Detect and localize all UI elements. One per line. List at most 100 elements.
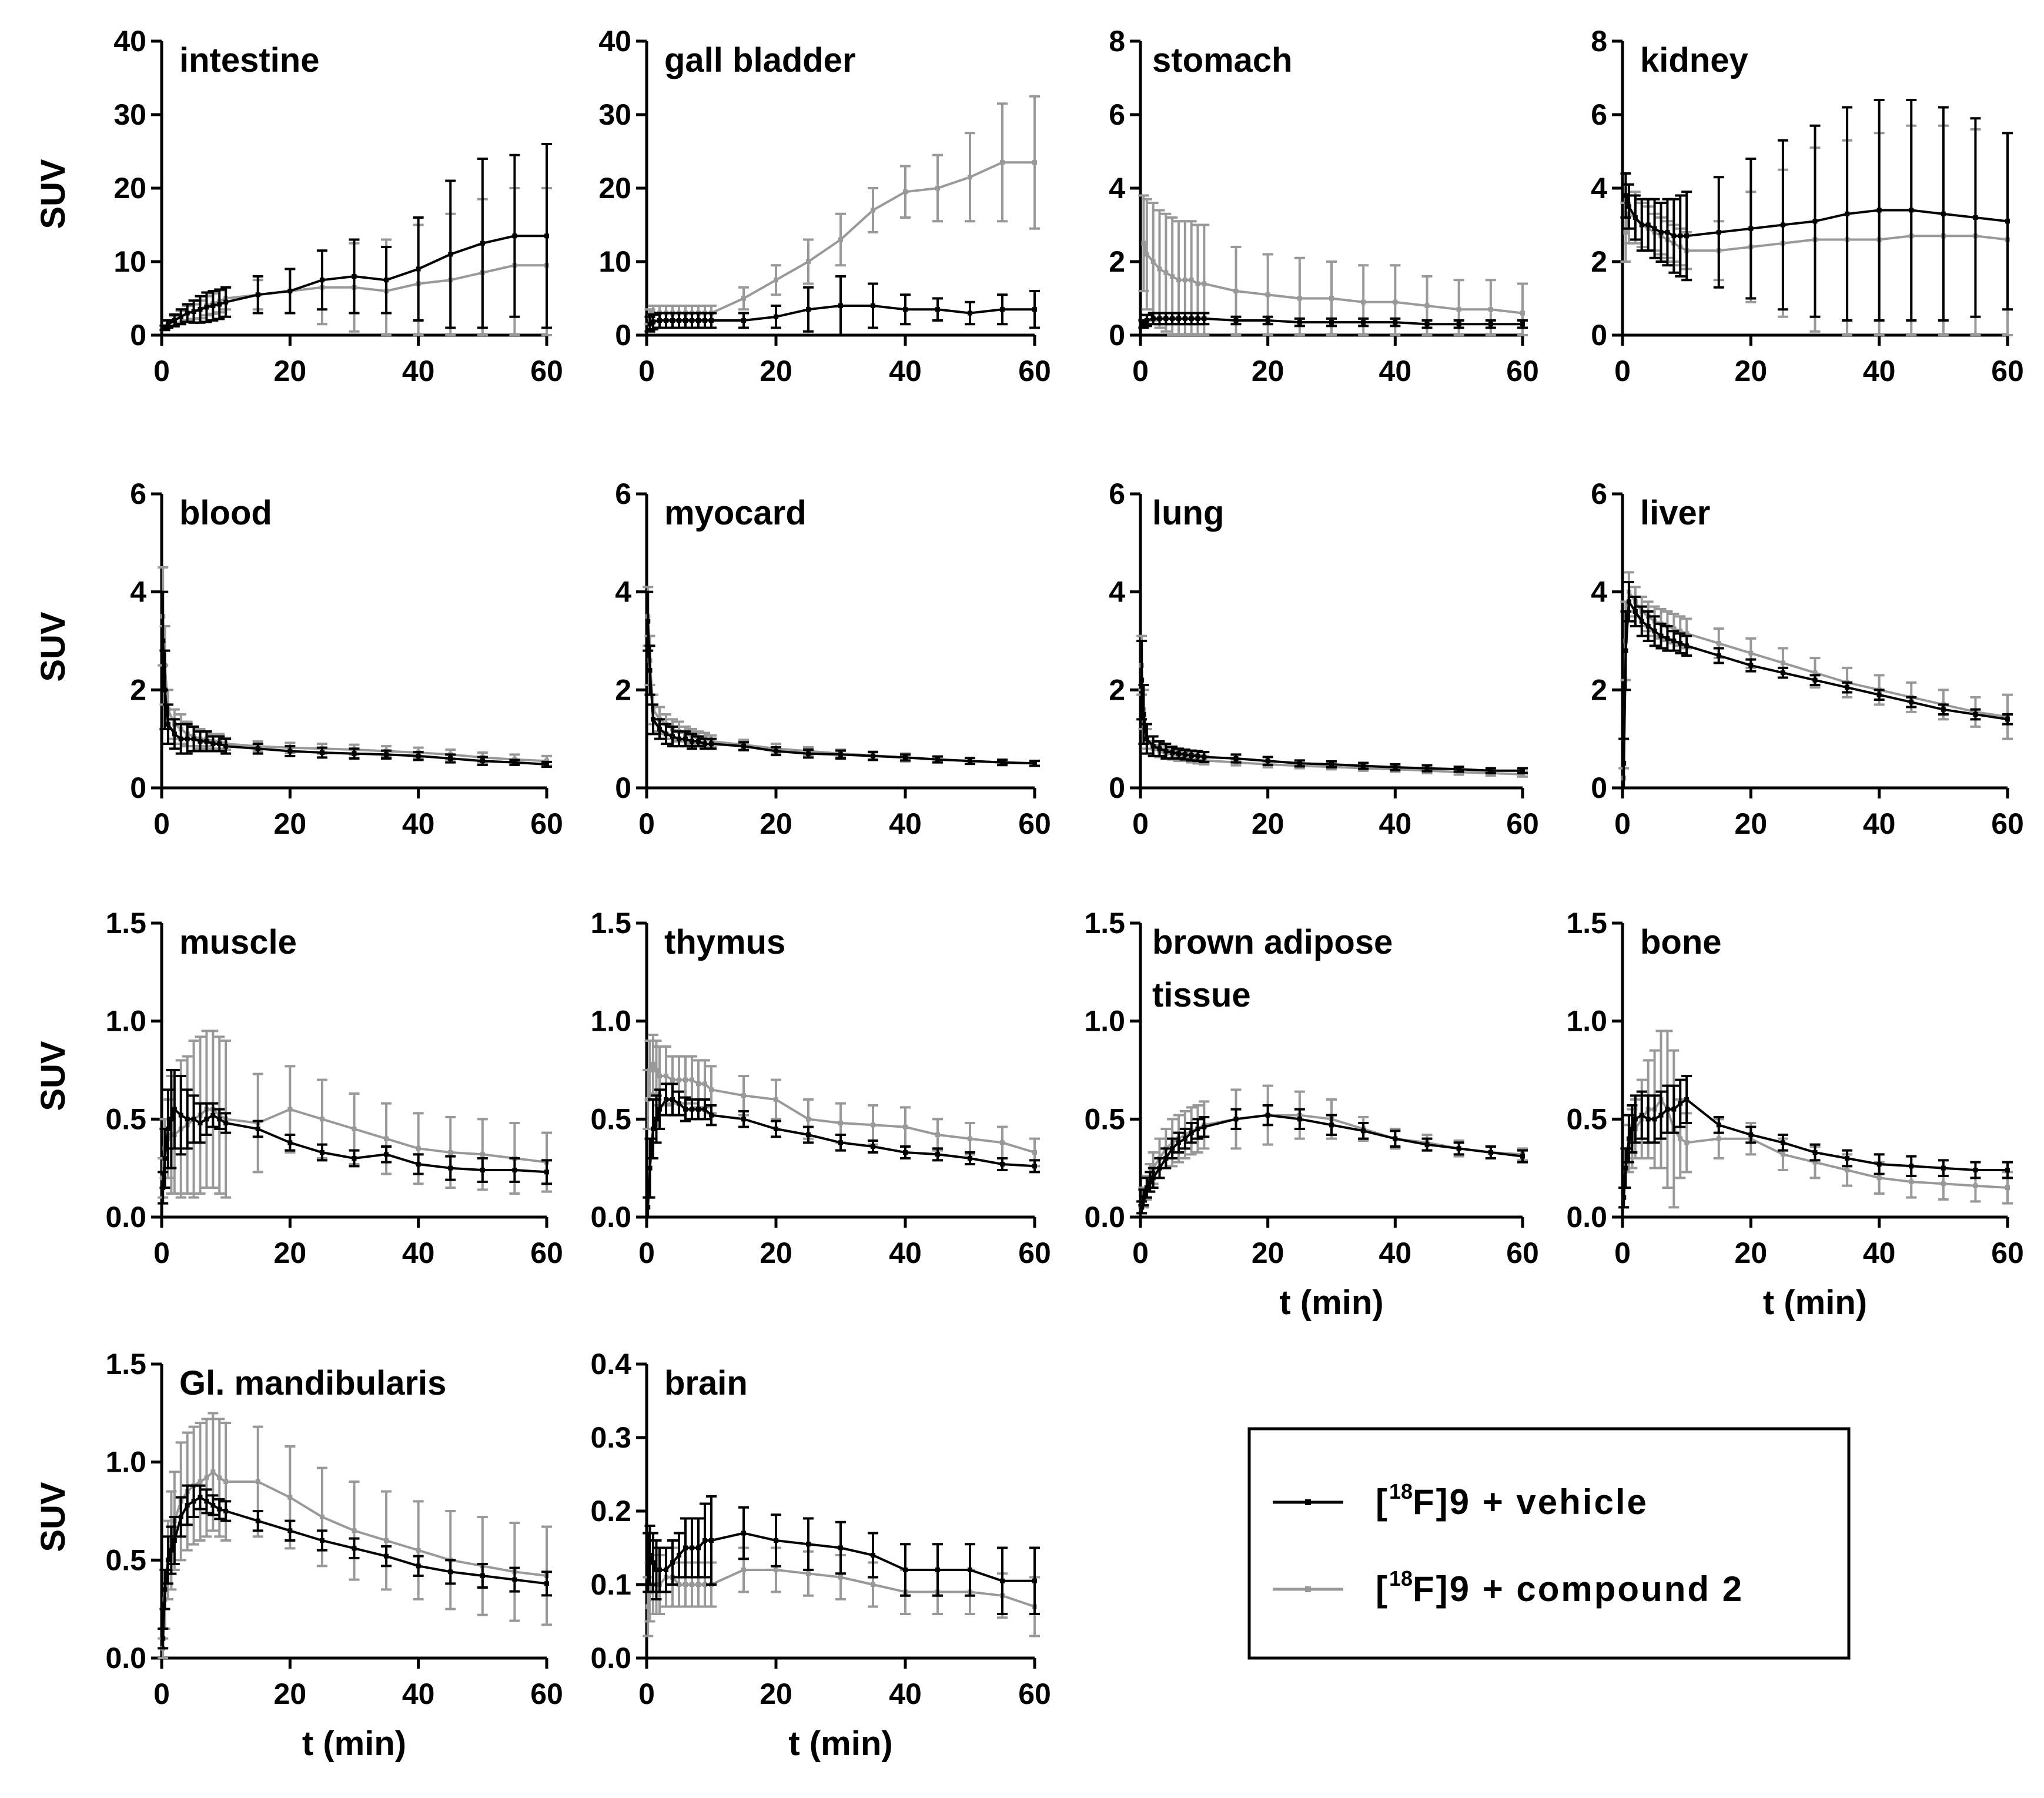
data-point <box>1456 767 1461 772</box>
data-point <box>448 1150 453 1155</box>
data-point <box>1716 1122 1721 1128</box>
x-tick-label: 0 <box>1614 355 1631 387</box>
data-point <box>670 318 675 323</box>
data-point <box>741 1093 746 1098</box>
data-point <box>651 717 655 722</box>
data-point <box>1141 240 1146 246</box>
data-point <box>774 1538 778 1543</box>
y-axis-title: SUV <box>34 1482 72 1552</box>
y-tick-label: 0 <box>130 771 146 804</box>
data-point <box>1150 744 1156 749</box>
y-tick-label: 1.0 <box>105 1005 146 1038</box>
data-point <box>654 1568 659 1572</box>
data-point <box>1665 636 1670 641</box>
data-point <box>1000 1162 1005 1167</box>
data-point <box>1652 226 1657 231</box>
panel-title: liver <box>1640 494 1710 532</box>
data-point <box>512 1168 517 1172</box>
data-point <box>352 1546 357 1551</box>
data-point <box>664 1097 668 1102</box>
data-point <box>935 1152 940 1157</box>
series-vehicle <box>1618 1075 2013 1209</box>
data-point <box>968 175 972 180</box>
data-point <box>1684 631 1690 636</box>
data-point <box>647 668 653 673</box>
data-point <box>1329 320 1334 325</box>
series-vehicle <box>158 590 552 768</box>
data-point <box>871 303 875 308</box>
data-point <box>647 322 653 327</box>
data-point <box>1233 1117 1239 1122</box>
data-point <box>1393 299 1398 305</box>
data-point <box>1488 1150 1493 1155</box>
y-tick-label: 1.5 <box>105 907 146 940</box>
data-point <box>709 1112 714 1118</box>
x-tick-label: 40 <box>402 355 435 387</box>
x-tick-label: 40 <box>889 1236 922 1269</box>
y-tick-label: 6 <box>130 477 146 510</box>
data-point <box>178 1112 183 1118</box>
data-point <box>1265 318 1270 323</box>
x-tick-label: 40 <box>402 807 435 840</box>
x-tick-label: 60 <box>1991 355 2024 387</box>
data-point <box>1170 1146 1175 1151</box>
y-tick-label: 1.0 <box>105 1446 146 1479</box>
data-point <box>690 1545 694 1550</box>
data-point <box>1632 215 1638 220</box>
data-point <box>1032 1164 1037 1169</box>
data-point <box>651 319 655 325</box>
data-point <box>1000 1578 1005 1583</box>
data-point <box>709 1538 714 1543</box>
data-point <box>774 1568 778 1572</box>
data-point <box>690 318 694 323</box>
y-tick-label: 0 <box>615 771 631 804</box>
data-point <box>223 744 229 749</box>
data-point <box>677 318 681 323</box>
data-point <box>645 1205 651 1210</box>
data-point <box>1678 629 1683 634</box>
legend-entry: [18F]9 + vehicle <box>1273 1479 1647 1522</box>
data-point <box>806 259 811 264</box>
data-point <box>1658 633 1664 639</box>
data-point <box>160 1636 166 1641</box>
data-point <box>1812 670 1818 676</box>
data-point <box>683 736 688 741</box>
data-point <box>903 1150 908 1155</box>
data-point <box>1645 222 1651 228</box>
data-point <box>651 1560 655 1565</box>
data-point <box>1684 233 1690 239</box>
data-point <box>1139 1205 1145 1210</box>
data-point <box>683 318 688 323</box>
data-point <box>1176 1140 1181 1145</box>
data-point <box>702 1107 707 1112</box>
panel-muscle: 0 20 40 60 0.0 0.5 1.0 1.5 muscle SUV <box>34 907 563 1269</box>
data-point <box>319 750 325 755</box>
panel-title: gall bladder <box>664 41 856 79</box>
x-tick-label: 20 <box>760 807 792 840</box>
data-point <box>1671 233 1677 239</box>
data-point <box>1233 318 1239 323</box>
data-point <box>1780 1152 1785 1157</box>
x-axis-title: t (min) <box>788 1725 892 1763</box>
data-point <box>654 1117 659 1122</box>
data-point <box>352 1156 357 1161</box>
y-tick-label: 0 <box>1591 771 1607 804</box>
data-point <box>1297 320 1302 325</box>
series-vehicle <box>1620 99 2013 322</box>
series-vehicle <box>643 1495 1040 1615</box>
data-point <box>1626 1136 1631 1141</box>
x-tick-label: 40 <box>1379 1236 1412 1269</box>
data-point <box>255 1127 260 1131</box>
x-tick-label: 20 <box>760 1677 792 1710</box>
data-point <box>1845 1168 1850 1172</box>
data-point <box>1141 322 1146 327</box>
series-vehicle <box>1136 1104 1528 1215</box>
data-point <box>838 1575 843 1580</box>
data-point <box>903 307 908 312</box>
data-point <box>1876 1162 1882 1167</box>
data-point <box>1361 1128 1366 1134</box>
data-point <box>664 1568 668 1572</box>
data-point <box>1329 762 1334 767</box>
data-point <box>544 762 549 767</box>
y-tick-label: 1.5 <box>1084 907 1125 940</box>
